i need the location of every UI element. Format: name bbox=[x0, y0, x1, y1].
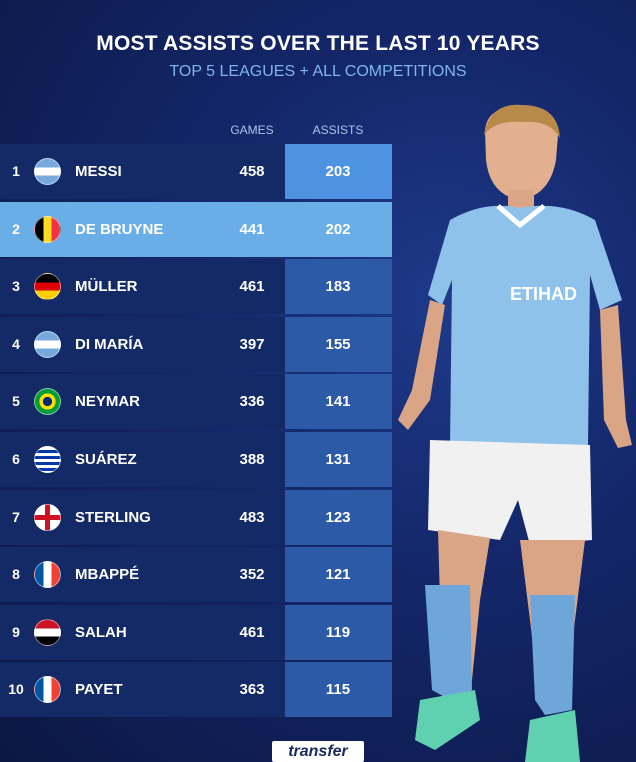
assists: 121 bbox=[325, 566, 351, 584]
games: 458 bbox=[239, 163, 265, 180]
svg-text:ETIHAD: ETIHAD bbox=[510, 284, 577, 304]
rank: 9 bbox=[12, 623, 20, 640]
assists: 203 bbox=[325, 163, 351, 180]
flag-icon bbox=[34, 158, 61, 185]
assists-cell-bg bbox=[285, 547, 392, 603]
assists: 183 bbox=[325, 278, 351, 296]
subtitle: TOP 5 LEAGUES + ALL COMPETITIONS bbox=[169, 63, 467, 80]
games: 461 bbox=[239, 623, 265, 641]
column-header: GAMES bbox=[230, 123, 274, 137]
assists-cell-bg bbox=[285, 662, 392, 718]
games: 461 bbox=[239, 278, 265, 296]
assists: 155 bbox=[325, 335, 351, 353]
title: MOST ASSISTS OVER THE LAST 10 YEARS bbox=[96, 32, 540, 55]
assists: 202 bbox=[325, 220, 351, 238]
rank: 5 bbox=[12, 393, 20, 410]
games: 363 bbox=[239, 681, 265, 699]
flag-icon bbox=[34, 503, 61, 531]
table-row: 5 NEYMAR 336 141 bbox=[0, 374, 392, 430]
flag-icon bbox=[34, 273, 61, 301]
table-row: 8 MBAPPÉ 352 121 bbox=[0, 547, 392, 603]
player-name: PAYET bbox=[75, 681, 123, 699]
flag-icon bbox=[34, 676, 61, 704]
assists: 131 bbox=[325, 451, 351, 468]
flag-icon bbox=[34, 330, 61, 358]
flag-icon bbox=[34, 561, 61, 589]
table-row: 6 SUÁREZ 388 131 bbox=[0, 432, 392, 487]
rank: 4 bbox=[12, 335, 20, 352]
assists-cell-bg bbox=[285, 604, 392, 660]
table-row: 9 SALAH 461 119 bbox=[0, 604, 392, 660]
assists-cell-bg bbox=[285, 489, 392, 545]
table-row: 3 MÜLLER 461 183 bbox=[0, 259, 392, 315]
player-name: MESSI bbox=[75, 163, 122, 180]
table-row: 10 PAYET 363 115 bbox=[0, 662, 392, 718]
rank: 10 bbox=[8, 681, 24, 698]
table-row: 4 DI MARÍA 397 155 bbox=[0, 316, 392, 372]
flag-icon bbox=[34, 618, 61, 646]
assists-cell-bg bbox=[285, 432, 392, 487]
assists-cell-bg bbox=[285, 259, 392, 315]
logo: transfer bbox=[272, 741, 364, 762]
assists: 123 bbox=[325, 508, 351, 526]
assists: 141 bbox=[325, 393, 351, 411]
games: 441 bbox=[239, 220, 265, 238]
player-name: STERLING bbox=[75, 508, 151, 526]
table-row: 7 STERLING 483 123 bbox=[0, 489, 392, 545]
rank: 3 bbox=[12, 278, 20, 295]
games: 352 bbox=[239, 566, 265, 584]
rank: 8 bbox=[12, 566, 20, 583]
assists-cell-bg bbox=[285, 144, 392, 199]
rank: 6 bbox=[12, 451, 20, 467]
games: 397 bbox=[239, 335, 265, 353]
flag-icon bbox=[34, 446, 61, 473]
player-name: MÜLLER bbox=[75, 278, 138, 296]
rank: 2 bbox=[12, 220, 20, 237]
rank: 7 bbox=[12, 508, 20, 525]
games: 388 bbox=[239, 451, 265, 468]
flag-icon bbox=[34, 388, 61, 416]
player-name: SUÁREZ bbox=[75, 451, 137, 468]
table-row: 2 DE BRUYNE 441 202 bbox=[0, 201, 392, 257]
games: 336 bbox=[239, 393, 265, 411]
player-name: MBAPPÉ bbox=[75, 566, 140, 584]
player-name: DI MARÍA bbox=[75, 335, 144, 353]
assists: 119 bbox=[325, 623, 351, 641]
games: 483 bbox=[239, 508, 265, 526]
table-row: 1 MESSI 458 203 bbox=[0, 144, 392, 199]
player-name: NEYMAR bbox=[75, 393, 141, 411]
player-name: SALAH bbox=[75, 623, 127, 641]
assists-cell-bg bbox=[285, 316, 392, 372]
column-header: ASSISTS bbox=[312, 123, 364, 137]
assists-cell-bg bbox=[285, 374, 392, 430]
player-illustration: ETIHAD bbox=[398, 104, 632, 762]
player-name: DE BRUYNE bbox=[75, 220, 164, 238]
rank: 1 bbox=[12, 163, 20, 179]
assists: 115 bbox=[325, 681, 351, 699]
flag-icon bbox=[34, 215, 61, 243]
